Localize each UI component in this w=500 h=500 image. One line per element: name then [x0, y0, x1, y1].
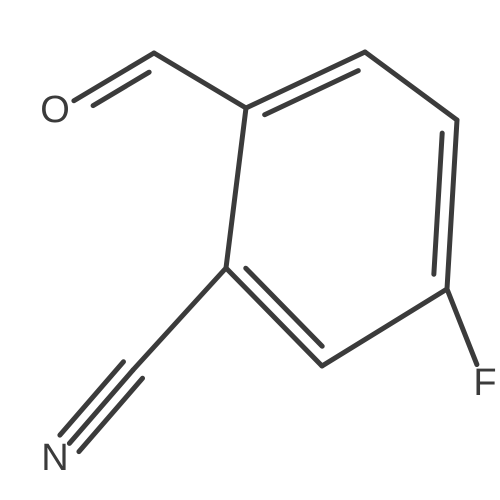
bond-C2-C3: [365, 52, 457, 120]
bond-C5-C6-b: [246, 268, 322, 346]
bond-C1-C7: [154, 53, 246, 108]
atom-label-o: O: [40, 89, 70, 131]
molecule-diagram: O F N: [0, 0, 500, 500]
bond-C8-N-l: [60, 362, 124, 435]
bond-C6-C8: [133, 268, 226, 370]
bond-C1-C2-a: [246, 52, 365, 108]
bond-C5-C6-a: [226, 268, 322, 366]
bond-C4-F: [447, 289, 477, 365]
bond-C7-O-b: [93, 72, 149, 105]
bond-C3-C4-a: [447, 120, 457, 289]
atom-label-f: F: [473, 362, 496, 404]
bond-C8-N-mid: [69, 370, 133, 443]
bond-C8-N-r: [79, 378, 143, 451]
bond-C6-C1: [226, 108, 246, 268]
bond-C3-C4-b: [434, 133, 442, 274]
bond-C4-C5: [322, 289, 447, 366]
atom-label-n: N: [41, 437, 68, 479]
